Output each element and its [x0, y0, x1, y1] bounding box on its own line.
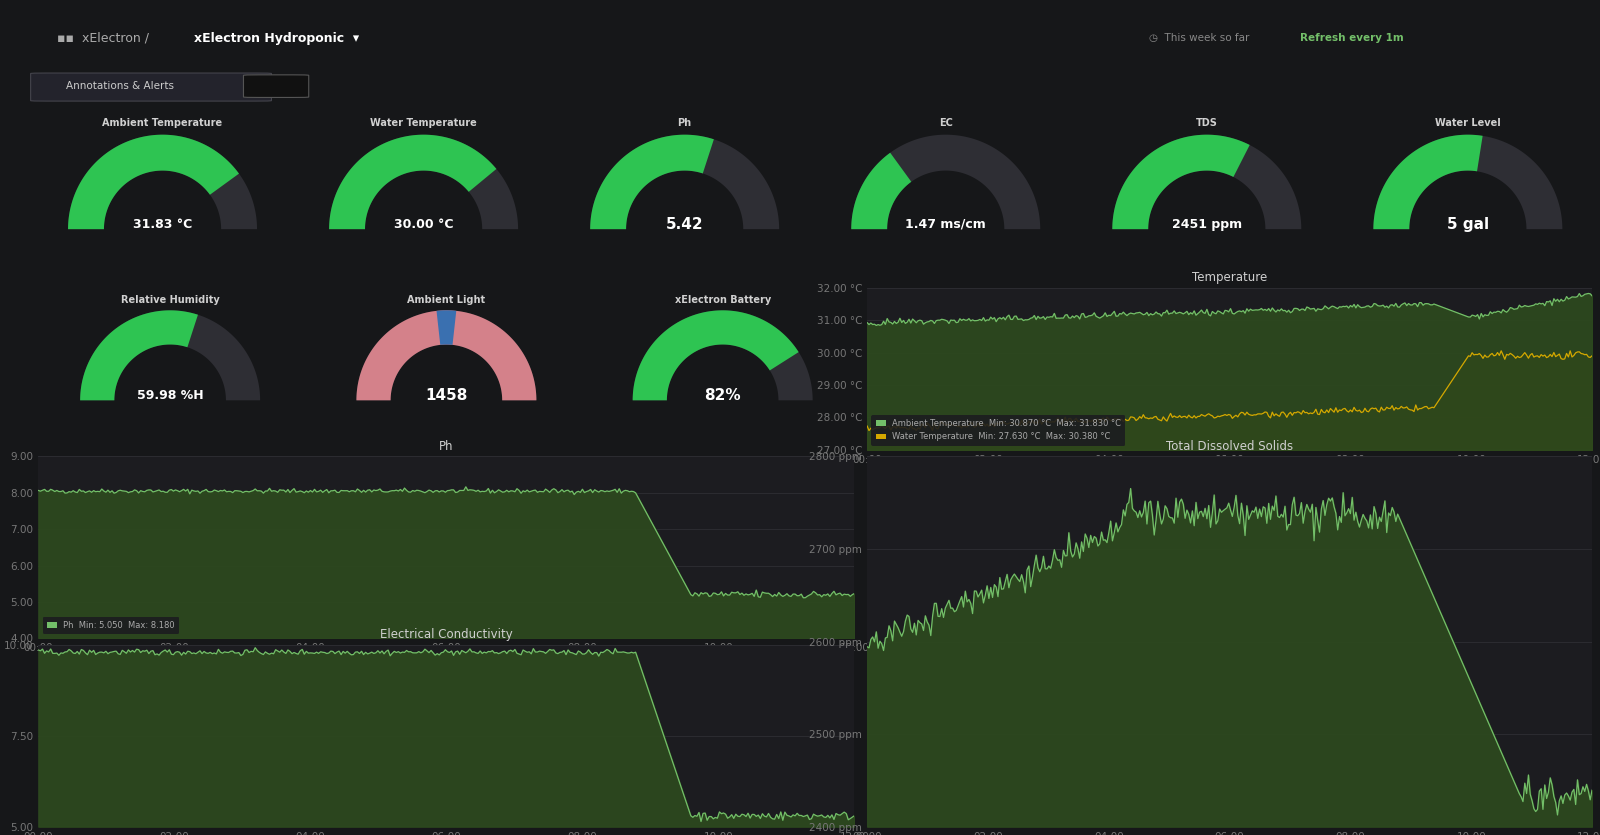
Text: xElectron Battery: xElectron Battery — [675, 295, 771, 305]
Polygon shape — [1112, 134, 1250, 229]
Text: 31.83 °C: 31.83 °C — [133, 218, 192, 231]
Polygon shape — [69, 134, 238, 229]
Polygon shape — [80, 311, 261, 400]
Polygon shape — [632, 311, 813, 400]
Text: ▪▪  xElectron /: ▪▪ xElectron / — [58, 32, 154, 44]
Text: Annotations & Alerts: Annotations & Alerts — [66, 81, 174, 91]
Text: Relative Humidity: Relative Humidity — [120, 295, 219, 305]
Polygon shape — [69, 134, 258, 229]
Polygon shape — [1112, 134, 1301, 229]
Text: 1.47 ms/cm: 1.47 ms/cm — [906, 218, 986, 231]
Title: Temperature: Temperature — [1192, 271, 1267, 284]
Title: Total Dissolved Solids: Total Dissolved Solids — [1166, 439, 1293, 453]
Polygon shape — [590, 134, 714, 229]
Polygon shape — [590, 134, 779, 229]
FancyBboxPatch shape — [30, 73, 272, 101]
Legend: Ph  Min: 5.050  Max: 8.180: Ph Min: 5.050 Max: 8.180 — [43, 617, 179, 634]
Polygon shape — [851, 153, 912, 229]
Polygon shape — [1373, 134, 1562, 229]
Polygon shape — [632, 311, 798, 400]
Polygon shape — [357, 311, 536, 400]
FancyBboxPatch shape — [243, 75, 309, 98]
Text: Ph: Ph — [678, 119, 691, 129]
Text: 30.00 °C: 30.00 °C — [394, 218, 453, 231]
Text: Refresh every 1m: Refresh every 1m — [1299, 33, 1403, 43]
Text: Water Temperature: Water Temperature — [370, 119, 477, 129]
Polygon shape — [437, 311, 456, 345]
Legend: Ambient Temperature  Min: 30.870 °C  Max: 31.830 °C, Water Temperature  Min: 27.: Ambient Temperature Min: 30.870 °C Max: … — [872, 415, 1125, 446]
Text: Water Level: Water Level — [1435, 119, 1501, 129]
Polygon shape — [851, 134, 1040, 229]
Title: Electrical Conductivity: Electrical Conductivity — [381, 628, 512, 641]
Text: 5.42: 5.42 — [666, 217, 704, 232]
Text: EC: EC — [939, 119, 952, 129]
Text: 59.98 %H: 59.98 %H — [138, 389, 203, 402]
Title: Ph: Ph — [438, 439, 454, 453]
Text: xElectron Hydroponic  ▾: xElectron Hydroponic ▾ — [194, 32, 358, 44]
Polygon shape — [1373, 134, 1483, 229]
Polygon shape — [330, 134, 518, 229]
Polygon shape — [357, 311, 536, 400]
Text: 5 gal: 5 gal — [1446, 217, 1490, 232]
Text: 2451 ppm: 2451 ppm — [1171, 218, 1242, 231]
Text: Ambient Light: Ambient Light — [408, 295, 485, 305]
Text: ◷  This week so far: ◷ This week so far — [1149, 33, 1250, 43]
Polygon shape — [80, 311, 198, 400]
Text: TDS: TDS — [1195, 119, 1218, 129]
Text: Ambient Temperature: Ambient Temperature — [102, 119, 222, 129]
Text: 82%: 82% — [704, 388, 741, 403]
Text: 1458: 1458 — [426, 388, 467, 403]
Polygon shape — [330, 134, 496, 229]
